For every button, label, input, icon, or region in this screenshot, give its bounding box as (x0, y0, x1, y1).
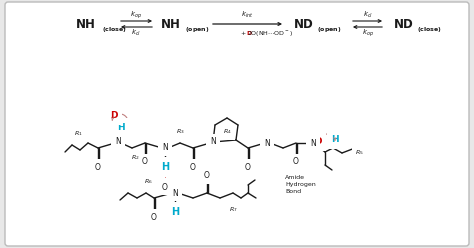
Text: $\mathbf{ND}$: $\mathbf{ND}$ (392, 18, 413, 31)
Text: N: N (162, 144, 168, 153)
Text: O: O (151, 213, 157, 221)
Text: N: N (210, 137, 216, 147)
Text: $k_{int}$: $k_{int}$ (241, 10, 253, 20)
Text: $\mathbf{(close)}$: $\mathbf{(close)}$ (102, 25, 127, 33)
Text: $R_5$: $R_5$ (355, 149, 364, 157)
Text: Amide
Hydrogen
Bond: Amide Hydrogen Bond (285, 175, 316, 194)
Text: H: H (117, 123, 125, 131)
Text: $R_2$: $R_2$ (131, 154, 139, 162)
Text: $R_6$: $R_6$ (144, 178, 152, 186)
Text: $R_3$: $R_3$ (176, 127, 184, 136)
Text: $\mathbf{NH}$: $\mathbf{NH}$ (160, 18, 180, 31)
Text: O: O (245, 162, 251, 172)
Text: $R_4$: $R_4$ (223, 127, 231, 136)
Text: $R_7$: $R_7$ (228, 206, 237, 215)
Text: D: D (314, 137, 322, 147)
Text: N: N (264, 138, 270, 148)
Text: N: N (172, 188, 178, 197)
Text: $R_1$: $R_1$ (73, 129, 82, 138)
FancyBboxPatch shape (5, 2, 469, 246)
Text: $\mathbf{ND}$: $\mathbf{ND}$ (292, 18, 313, 31)
Text: H: H (161, 162, 169, 172)
Text: O: O (95, 162, 101, 172)
Text: H: H (331, 135, 339, 145)
Text: $\mathbf{(close)}$: $\mathbf{(close)}$ (417, 25, 442, 33)
Text: H: H (171, 207, 179, 217)
Text: $+$: $+$ (240, 29, 246, 37)
Text: O: O (162, 183, 168, 191)
Text: O: O (293, 157, 299, 166)
Text: $k_{cl}$: $k_{cl}$ (131, 28, 141, 38)
Text: $k_{op}$: $k_{op}$ (362, 27, 374, 39)
Text: O: O (204, 172, 210, 181)
Text: $\mathbf{(open)}$: $\mathbf{(open)}$ (185, 25, 210, 33)
Text: $\mathbf{NH}$: $\mathbf{NH}$ (75, 18, 95, 31)
Text: O: O (190, 162, 196, 172)
Text: N: N (310, 138, 316, 148)
Text: D: D (110, 112, 118, 121)
Text: O: O (142, 157, 148, 166)
Text: $2\mathrm{O(NH{\cdots}OD^-)}$: $2\mathrm{O(NH{\cdots}OD^-)}$ (247, 29, 293, 37)
Text: $\mathbf{D}$: $\mathbf{D}$ (246, 29, 253, 37)
Text: N: N (115, 137, 121, 147)
Text: $k_{op}$: $k_{op}$ (130, 9, 142, 21)
Text: $k_{cl}$: $k_{cl}$ (363, 10, 373, 20)
Text: $\mathbf{(open)}$: $\mathbf{(open)}$ (317, 25, 342, 33)
